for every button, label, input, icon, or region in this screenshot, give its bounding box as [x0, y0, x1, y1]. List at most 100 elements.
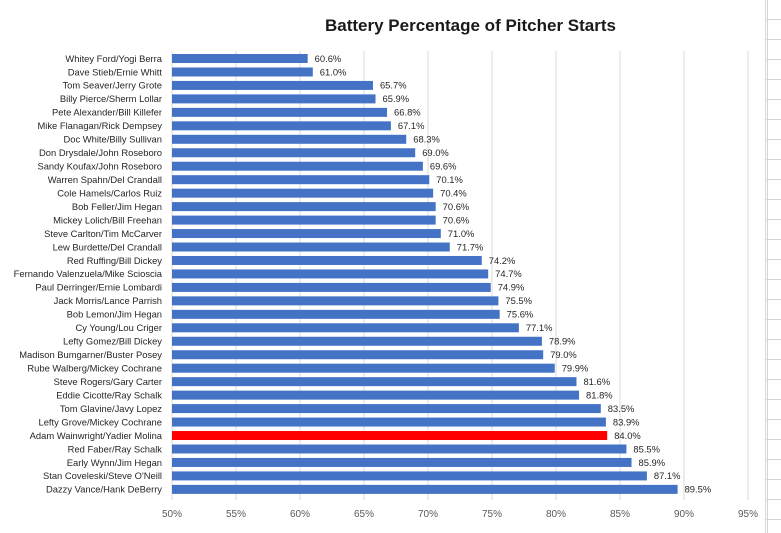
data-label: 79.9% — [562, 363, 589, 374]
data-label: 67.1% — [398, 120, 425, 131]
x-tick-label: 95% — [738, 509, 758, 520]
category-label: Mickey Lolich/Bill Freehan — [53, 214, 162, 225]
category-label: Sandy Koufax/John Roseboro — [37, 161, 162, 172]
category-label: Cole Hamels/Carlos Ruiz — [57, 187, 162, 198]
data-label: 71.0% — [448, 228, 475, 239]
data-label: 60.6% — [315, 53, 342, 64]
category-label: Doc White/Billy Sullivan — [64, 134, 162, 145]
bar[interactable] — [172, 148, 416, 158]
category-label: Paul Derringer/Ernie Lombardi — [35, 282, 162, 293]
category-label: Red Ruffing/Bill Dickey — [67, 255, 162, 266]
data-label: 74.9% — [498, 282, 525, 293]
data-label: 70.1% — [436, 174, 463, 185]
bar[interactable] — [172, 188, 434, 198]
chart-title: Battery Percentage of Pitcher Starts — [325, 16, 616, 35]
category-label: Early Wynn/Jim Hegan — [67, 457, 162, 468]
bar[interactable] — [172, 215, 436, 225]
data-label: 83.5% — [608, 403, 635, 414]
x-tick-label: 85% — [610, 509, 630, 520]
category-label: Whitey Ford/Yogi Berra — [65, 53, 162, 64]
category-label: Fernando Valenzuela/Mike Scioscia — [14, 268, 163, 279]
bar[interactable] — [172, 94, 376, 104]
bar[interactable] — [172, 471, 647, 481]
data-label: 77.1% — [526, 322, 553, 333]
bar-highlighted[interactable] — [172, 431, 608, 441]
category-label: Madison Bumgarner/Buster Posey — [19, 349, 162, 360]
bar[interactable] — [172, 336, 542, 346]
bars — [172, 54, 678, 494]
data-label: 87.1% — [654, 470, 681, 481]
category-label: Tom Seaver/Jerry Grote — [62, 80, 162, 91]
bar[interactable] — [172, 377, 577, 387]
bar[interactable] — [172, 229, 441, 239]
bar[interactable] — [172, 404, 601, 414]
bar[interactable] — [172, 121, 391, 131]
category-label: Don Drysdale/John Roseboro — [39, 147, 162, 158]
data-label: 75.6% — [507, 309, 534, 320]
x-tick-label: 60% — [290, 509, 310, 520]
data-label: 70.4% — [440, 187, 467, 198]
data-label: 85.9% — [639, 457, 666, 468]
bar[interactable] — [172, 255, 482, 265]
category-label: Billy Pierce/Sherm Lollar — [60, 93, 162, 104]
bar[interactable] — [172, 242, 450, 252]
data-label: 71.7% — [457, 241, 484, 252]
x-tick-label: 90% — [674, 509, 694, 520]
bar[interactable] — [172, 80, 373, 90]
data-label: 74.2% — [489, 255, 516, 266]
category-label: Red Faber/Ray Schalk — [68, 443, 163, 454]
bar[interactable] — [172, 390, 580, 400]
bar[interactable] — [172, 457, 632, 467]
data-label: 74.7% — [495, 268, 522, 279]
x-tick-label: 50% — [162, 509, 182, 520]
category-label: Cy Young/Lou Criger — [75, 322, 162, 333]
x-tick-label: 80% — [546, 509, 566, 520]
category-label: Lefty Grove/Mickey Cochrane — [39, 416, 163, 427]
category-labels: Whitey Ford/Yogi Berra Dave Stieb/Ernie W… — [14, 53, 163, 495]
category-label: Tom Glavine/Javy Lopez — [60, 403, 162, 414]
bar[interactable] — [172, 296, 499, 306]
category-label: Pete Alexander/Bill Killefer — [52, 107, 162, 118]
data-label: 81.6% — [583, 376, 610, 387]
data-label: 89.5% — [685, 484, 712, 495]
bar[interactable] — [172, 202, 436, 212]
bar[interactable] — [172, 444, 627, 454]
data-label: 66.8% — [394, 107, 421, 118]
bar[interactable] — [172, 67, 313, 77]
bar[interactable] — [172, 309, 500, 319]
data-label: 85.5% — [633, 443, 660, 454]
category-label: Warren Spahn/Del Crandall — [48, 174, 162, 185]
data-label: 75.5% — [505, 295, 532, 306]
bar[interactable] — [172, 484, 678, 494]
data-label: 70.6% — [443, 214, 470, 225]
category-label: Lew Burdette/Del Crandall — [53, 241, 162, 252]
x-tick-label: 65% — [354, 509, 374, 520]
category-label: Eddie Cicotte/Ray Schalk — [56, 389, 162, 400]
bar[interactable] — [172, 175, 430, 185]
bar[interactable] — [172, 161, 423, 171]
category-label: Rube Walberg/Mickey Cochrane — [27, 363, 162, 374]
category-label: Dazzy Vance/Hank DeBerry — [46, 484, 162, 495]
category-label: Steve Rogers/Gary Carter — [54, 376, 162, 387]
bar[interactable] — [172, 107, 388, 117]
x-tick-label: 75% — [482, 509, 502, 520]
value-labels: 60.6% 61.0% 65.7% 65.9% 66.8% 67.1% 68.3% 69.0%… — [315, 53, 712, 495]
x-axis-ticks: 50% 55% 60% 65% 70% 75% 80% 85% 90% 95% — [162, 509, 758, 520]
bar[interactable] — [172, 323, 519, 333]
bar[interactable] — [172, 54, 308, 63]
data-label: 70.6% — [443, 201, 470, 212]
data-label: 81.8% — [586, 389, 613, 400]
bar[interactable] — [172, 134, 407, 144]
category-label: Adam Wainwright/Yadier Molina — [30, 430, 163, 441]
bar[interactable] — [172, 350, 544, 360]
data-label: 61.0% — [320, 66, 347, 77]
bar[interactable] — [172, 269, 489, 279]
category-label: Bob Lemon/Jim Hegan — [67, 309, 162, 320]
data-label: 84.0% — [614, 430, 641, 441]
bar[interactable] — [172, 282, 491, 292]
data-label: 83.9% — [613, 416, 640, 427]
bar[interactable] — [172, 417, 606, 427]
bar[interactable] — [172, 363, 555, 373]
